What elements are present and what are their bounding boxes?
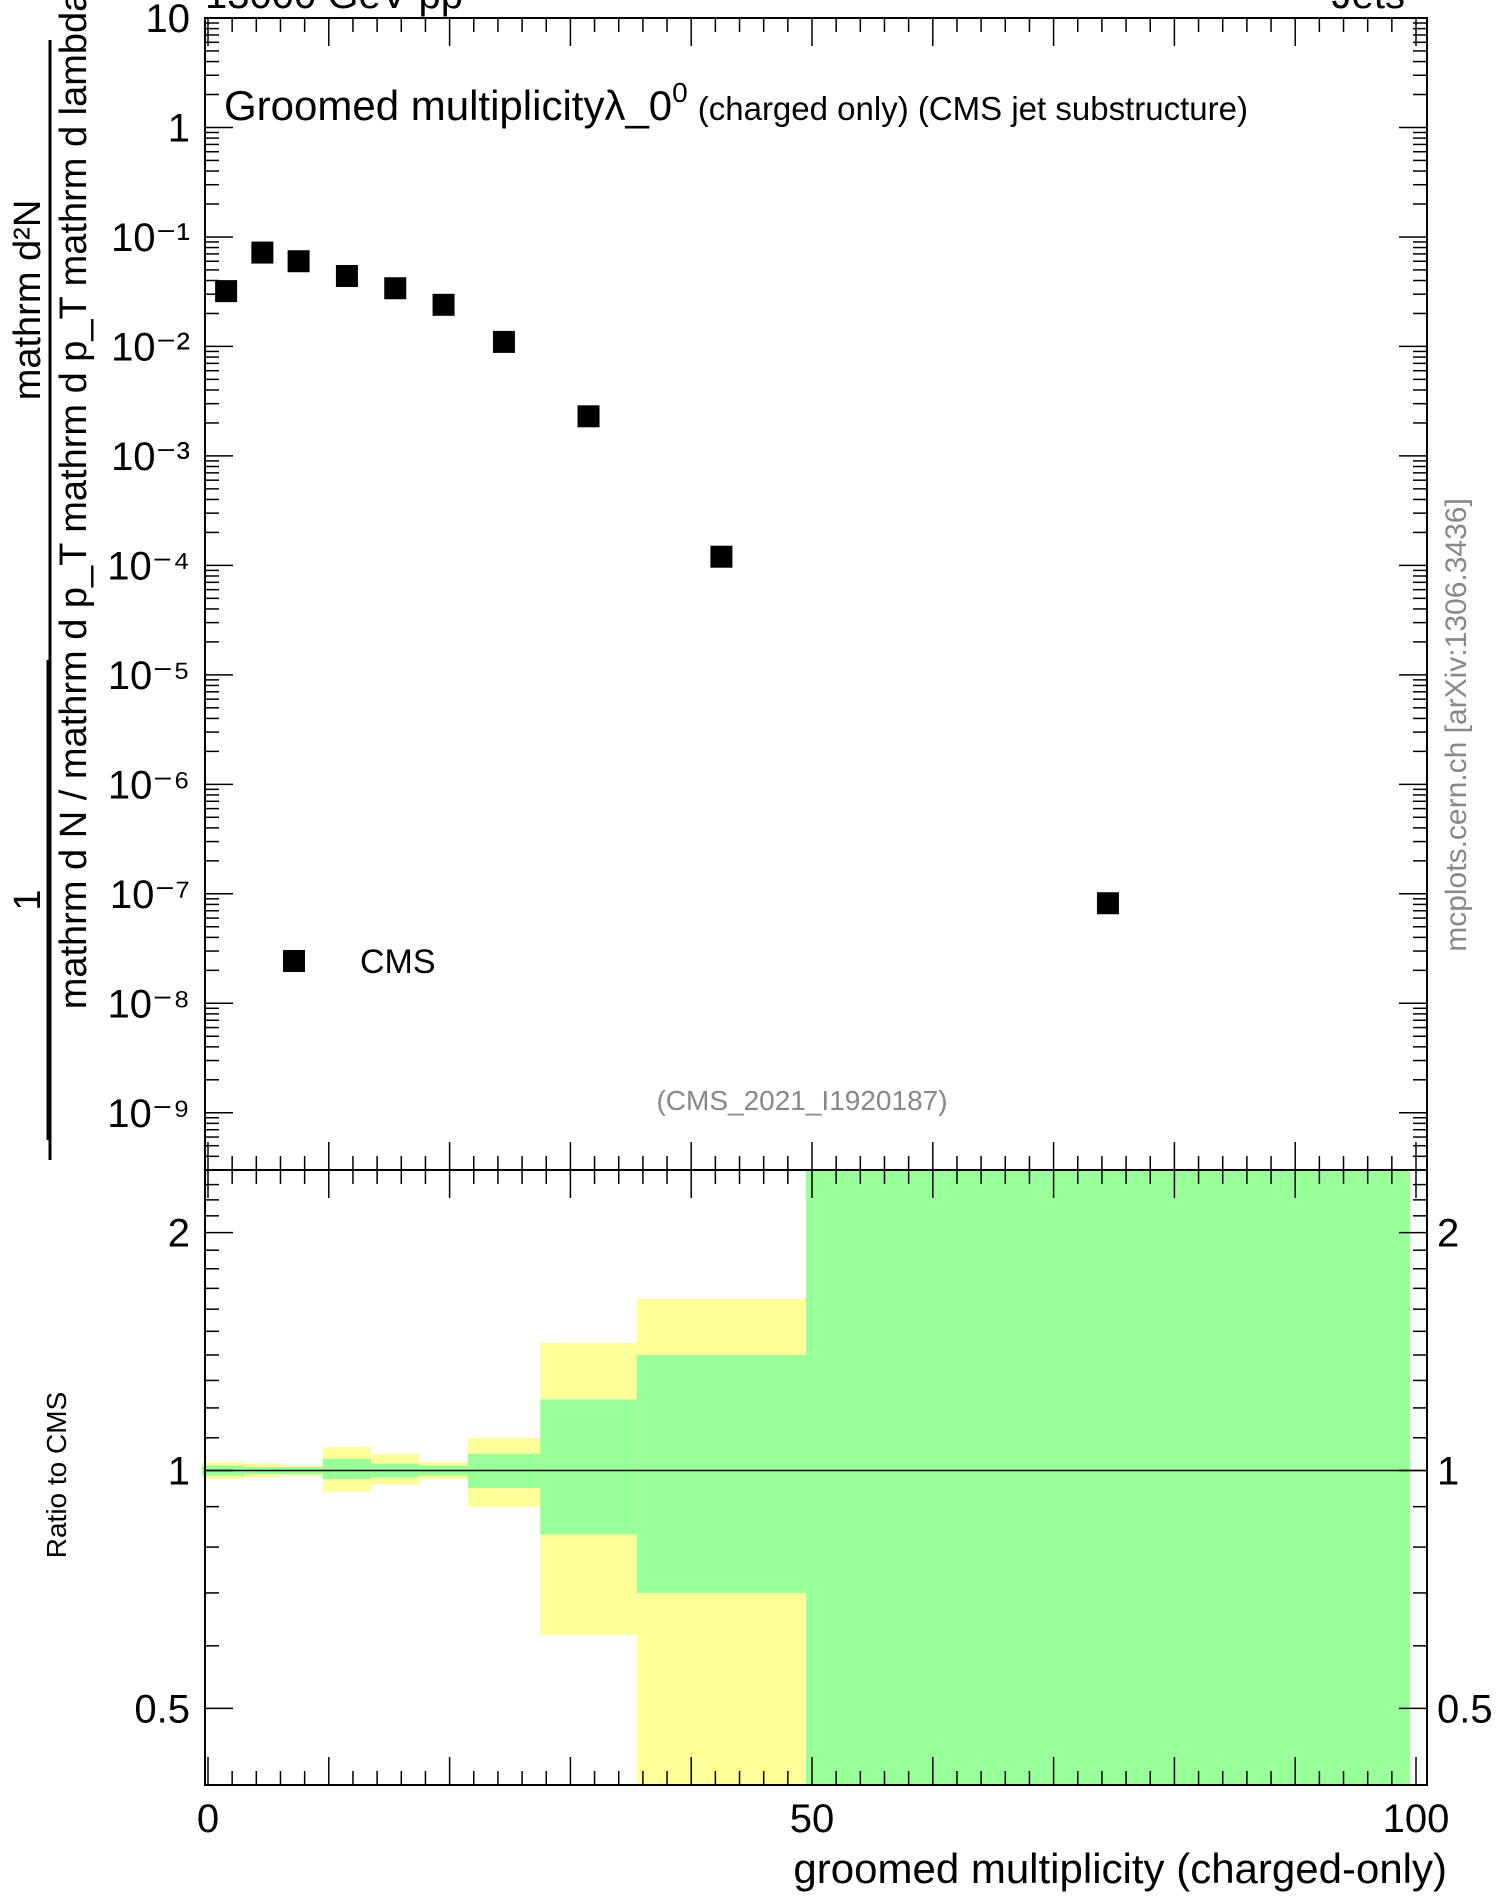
ratio-ytick-label: 0.5 xyxy=(134,1687,190,1731)
analysis-id: (CMS_2021_I1920187) xyxy=(656,1085,947,1116)
main-ytick-label: 10⁻⁹ xyxy=(107,1092,190,1136)
x-tick-label: 50 xyxy=(790,1797,835,1841)
x-tick-label: 0 xyxy=(197,1797,219,1841)
main-ytick-label: 10⁻⁶ xyxy=(108,763,190,807)
main-ytick-label: 10⁻⁴ xyxy=(107,544,190,588)
ratio-band-inner xyxy=(322,1458,372,1480)
main-ytick-label: 10⁻² xyxy=(111,325,190,369)
ylabel-one: 1 xyxy=(7,889,49,910)
data-point xyxy=(335,264,358,287)
ratio-ylabel: Ratio to CMS xyxy=(41,1392,72,1559)
main-ytick-label: 10⁻⁷ xyxy=(110,873,190,917)
data-point xyxy=(251,241,274,264)
ratio-ytick-label: 1 xyxy=(168,1449,190,1493)
title-main: Groomed multiplicity xyxy=(224,82,604,129)
title-paren: (charged only) (CMS jet substructure) xyxy=(698,90,1248,127)
main-ylabel: 1 mathrm d²N mathrm d N / mathrm d p_T m… xyxy=(7,0,95,1160)
ratio-band-inner xyxy=(540,1399,637,1535)
data-point xyxy=(432,293,455,316)
ratio-band-inner xyxy=(636,1355,806,1593)
legend-label: CMS xyxy=(360,943,436,981)
ratio-plot-frame xyxy=(204,1169,1428,1786)
main-ytick-label: 10⁻⁸ xyxy=(108,982,190,1026)
ratio-ytick-label-right: 1 xyxy=(1437,1449,1459,1493)
main-ytick-label: 1 xyxy=(168,106,190,150)
main-ytick-label: 10⁻¹ xyxy=(111,216,190,260)
legend-marker xyxy=(283,950,305,972)
data-markers xyxy=(215,241,1119,915)
side-label: mcplots.cern.ch [arXiv:1306.3436] xyxy=(1440,498,1473,952)
x-tick-label: 100 xyxy=(1383,1797,1450,1841)
header-left: 13000 GeV pp xyxy=(205,0,463,17)
ratio-band-inner xyxy=(805,1170,1410,1785)
ratio-ytick-label-right: 2 xyxy=(1437,1212,1459,1256)
data-point xyxy=(492,330,515,353)
data-point xyxy=(710,545,733,568)
main-ytick-label: 10 xyxy=(146,0,191,41)
data-point xyxy=(287,250,310,273)
data-point xyxy=(577,405,600,428)
axis-ticks xyxy=(205,17,1427,1786)
ylabel-num: mathrm d²N xyxy=(7,200,49,401)
header-right: Jets xyxy=(1332,0,1405,17)
ratio-ytick-label-right: 0.5 xyxy=(1437,1687,1493,1731)
ylabel-den: mathrm d N / mathrm d p_T mathrm d p_T m… xyxy=(53,0,95,1009)
data-point xyxy=(1096,892,1119,915)
main-title: Groomed multiplicityλ_00 (charged only) (… xyxy=(224,77,1248,129)
data-point xyxy=(215,280,238,303)
ratio-bands xyxy=(201,1170,1427,1785)
ratio-ytick-label: 2 xyxy=(168,1212,190,1256)
title-lambda: λ_0 xyxy=(604,82,672,129)
main-plot-frame xyxy=(204,17,1428,1171)
tick-labels: 10110⁻¹10⁻²10⁻³10⁻⁴10⁻⁵10⁻⁶10⁻⁷10⁻⁸10⁻⁹0… xyxy=(107,0,1492,1841)
x-axis-label: groomed multiplicity (charged-only) xyxy=(793,1845,1447,1892)
main-ytick-label: 10⁻⁵ xyxy=(108,654,190,698)
main-ytick-label: 10⁻³ xyxy=(111,435,190,479)
data-point xyxy=(384,277,407,300)
title-sup: 0 xyxy=(672,77,688,108)
